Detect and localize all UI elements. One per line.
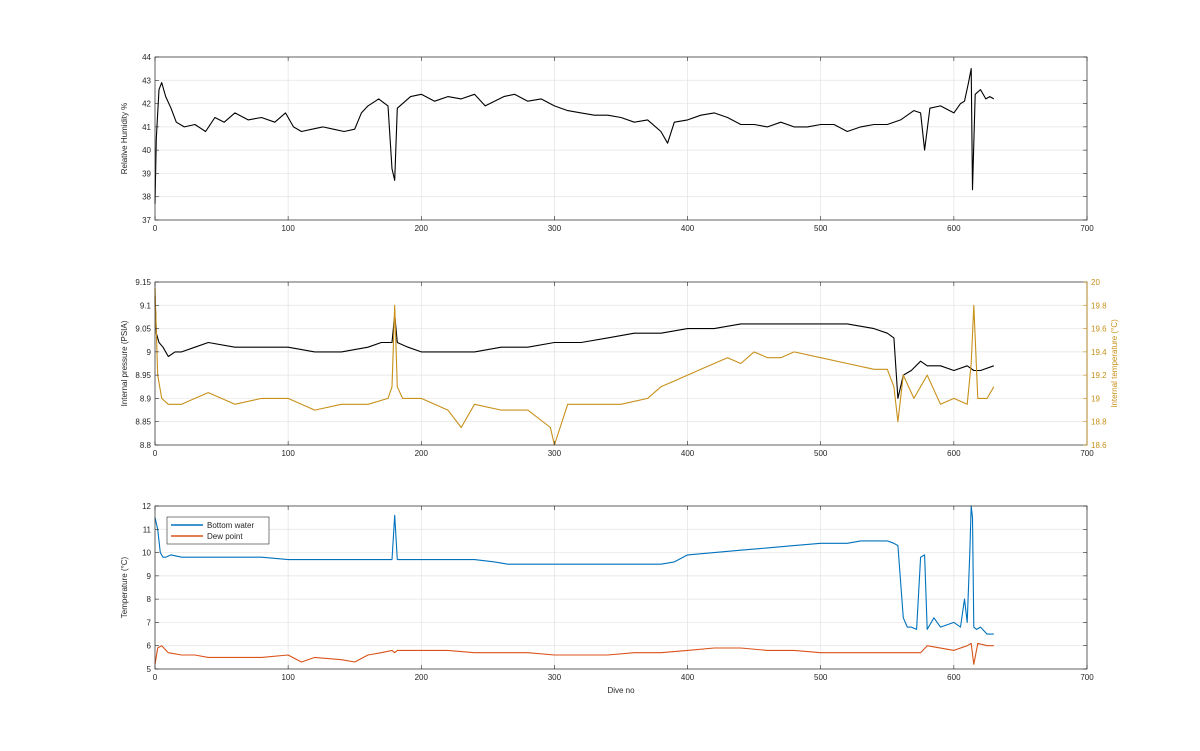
x-tick-label: 0 bbox=[153, 673, 158, 682]
y-tick-label: 8 bbox=[147, 595, 152, 604]
y-tick-label: 41 bbox=[142, 123, 151, 132]
plot-area bbox=[155, 506, 1087, 669]
gridlines bbox=[154, 56, 1088, 221]
axes-frame bbox=[154, 505, 1088, 670]
y2-tick-label: 19.6 bbox=[1091, 325, 1107, 334]
y-tick-label: 5 bbox=[147, 665, 152, 674]
x-axis-label: Dive no bbox=[607, 686, 635, 695]
y2-tick-label: 19.4 bbox=[1091, 348, 1107, 357]
y-axis-label: Internal pressure (PSIA) bbox=[120, 320, 129, 406]
y-tick-label: 8.8 bbox=[140, 441, 152, 450]
series-line-2 bbox=[154, 287, 995, 446]
y-axis-label: Relative Humidity % bbox=[120, 103, 129, 175]
x-tick-label: 100 bbox=[281, 673, 295, 682]
x-tick-label: 0 bbox=[153, 449, 158, 458]
y-tick-label: 9.1 bbox=[140, 301, 152, 310]
x-tick-label: 200 bbox=[415, 224, 429, 233]
y-tick-label: 9.15 bbox=[135, 278, 151, 287]
y-axis-label: Temperature (°C) bbox=[120, 556, 129, 618]
x-tick-label: 600 bbox=[947, 449, 961, 458]
y-tick-label: 39 bbox=[142, 169, 151, 178]
y2-tick-label: 19.2 bbox=[1091, 371, 1107, 380]
plot-area bbox=[155, 57, 1087, 220]
legend-box bbox=[166, 516, 270, 545]
x-tick-label: 0 bbox=[153, 224, 158, 233]
y-tick-label: 8.9 bbox=[140, 394, 152, 403]
legend: Bottom water Dew point bbox=[166, 516, 270, 545]
x-tick-label: 700 bbox=[1080, 673, 1094, 682]
x-tick-label: 400 bbox=[681, 673, 695, 682]
y-tick-label: 6 bbox=[147, 642, 152, 651]
x-tick-label: 300 bbox=[548, 673, 562, 682]
series-line-1 bbox=[154, 68, 995, 204]
chart-3: 0 100 200 300 400 500 600 700 5 6 7 8 9 10 11 12 Tempera… bbox=[120, 502, 1094, 695]
y-tick-label: 9.05 bbox=[135, 325, 151, 334]
y2-tick-label: 18.6 bbox=[1091, 441, 1107, 450]
y2-axis-label: Internal temperature (°C) bbox=[1110, 319, 1119, 408]
y-tick-label: 44 bbox=[142, 53, 151, 62]
y-tick-label: 9 bbox=[147, 572, 152, 581]
axes-frame bbox=[154, 56, 1088, 221]
y2-tick-label: 20 bbox=[1091, 278, 1100, 287]
y-tick-label: 11 bbox=[143, 525, 152, 534]
x-tick-label: 200 bbox=[415, 673, 429, 682]
y-tick-label: 40 bbox=[142, 146, 151, 155]
y2-tick-label: 19.8 bbox=[1091, 301, 1107, 310]
x-tick-label: 100 bbox=[281, 449, 295, 458]
legend-label: Bottom water bbox=[207, 521, 254, 530]
series-line-2 bbox=[154, 642, 994, 665]
x-tick-label: 100 bbox=[281, 224, 295, 233]
x-tick-label: 700 bbox=[1080, 224, 1094, 233]
y-tick-label: 38 bbox=[142, 193, 151, 202]
x-tick-label: 700 bbox=[1080, 449, 1094, 458]
y-tick-label: 42 bbox=[142, 100, 151, 109]
legend-label: Dew point bbox=[207, 532, 243, 541]
x-tick-label: 500 bbox=[814, 224, 828, 233]
y-tick-label: 37 bbox=[142, 216, 151, 225]
x-tick-label: 500 bbox=[814, 673, 828, 682]
x-tick-label: 400 bbox=[681, 224, 695, 233]
y-tick-label: 7 bbox=[147, 618, 152, 627]
x-tick-label: 200 bbox=[415, 449, 429, 458]
chart-2: 0 100 200 300 400 500 600 700 8.8 8.85 8.9 8.95 9 9.0… bbox=[120, 278, 1119, 458]
plot-area bbox=[155, 282, 1087, 445]
x-tick-label: 300 bbox=[548, 224, 562, 233]
y-tick-label: 9 bbox=[147, 348, 152, 357]
x-tick-label: 600 bbox=[947, 224, 961, 233]
y-tick-label: 12 bbox=[142, 502, 151, 511]
x-tick-label: 500 bbox=[814, 449, 828, 458]
series-line-1 bbox=[154, 295, 994, 399]
y-tick-label: 8.95 bbox=[135, 371, 151, 380]
x-tick-label: 300 bbox=[548, 449, 562, 458]
x-tick-label: 400 bbox=[681, 449, 695, 458]
x-tick-label: 600 bbox=[947, 673, 961, 682]
y2-tick-label: 18.8 bbox=[1091, 418, 1107, 427]
y-tick-label: 43 bbox=[142, 76, 151, 85]
y-tick-label: 8.85 bbox=[135, 418, 151, 427]
y-tick-label: 10 bbox=[142, 549, 151, 558]
series-line-1 bbox=[154, 505, 994, 635]
chart-1: 0 100 200 300 400 500 600 700 37 38 39 40 41 42 43 44 Re… bbox=[120, 53, 1094, 233]
y2-tick-label: 19 bbox=[1091, 394, 1100, 403]
